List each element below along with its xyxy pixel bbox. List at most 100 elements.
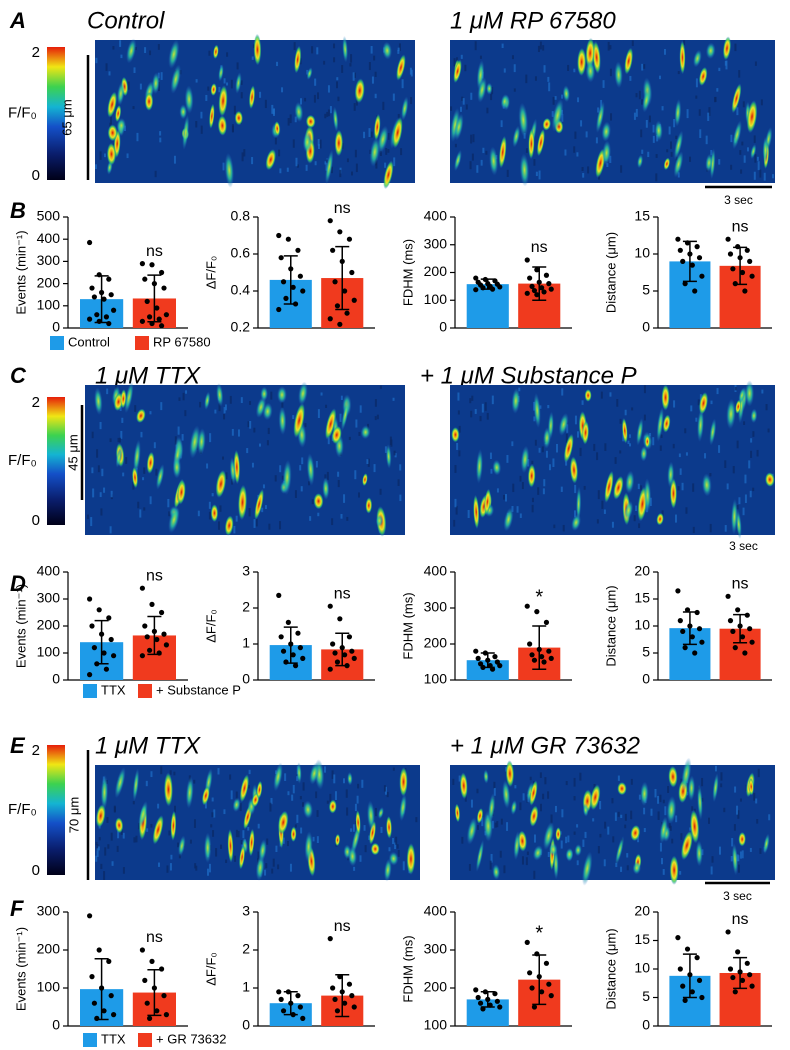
kymograph-noise	[476, 165, 479, 173]
y-tick-label: 0	[52, 319, 60, 335]
data-point	[106, 615, 112, 621]
kymograph-noise	[534, 76, 537, 81]
kymograph-noise	[211, 812, 214, 818]
kymograph-noise	[587, 166, 590, 174]
kymograph-noise	[720, 772, 723, 781]
kymograph-noise	[470, 134, 473, 144]
kymograph-noise	[616, 398, 619, 407]
kymograph-noise	[397, 49, 400, 54]
kymograph-event	[454, 113, 464, 141]
kymograph-noise	[159, 137, 162, 143]
data-point	[744, 612, 750, 618]
data-point	[297, 645, 303, 651]
kymograph-noise	[399, 494, 402, 502]
kymograph-noise	[363, 131, 366, 139]
kymograph-noise	[352, 824, 355, 832]
kymograph-noise	[675, 815, 678, 823]
kymograph-noise	[247, 826, 250, 831]
kymograph-noise	[554, 96, 557, 100]
kymograph-noise	[545, 450, 548, 458]
kymograph-noise	[208, 50, 211, 56]
data-point	[735, 949, 741, 955]
kymograph-noise	[144, 47, 147, 54]
kymograph-noise	[194, 863, 197, 869]
kymograph-noise	[643, 807, 646, 815]
y-tick-label: 0.8	[231, 208, 251, 224]
kymograph-noise	[724, 60, 727, 66]
kymograph-noise	[119, 407, 122, 411]
y-tick-label: 1	[242, 979, 250, 995]
data-point	[89, 285, 95, 291]
data-point	[527, 970, 533, 976]
kymograph-noise	[342, 778, 345, 784]
kymograph-noise	[573, 777, 576, 787]
kymograph-event	[673, 151, 684, 178]
kymograph-noise	[718, 67, 721, 72]
kymograph-noise	[316, 810, 319, 817]
kymograph-noise	[612, 836, 615, 843]
data-point	[687, 972, 693, 978]
kymograph-noise	[610, 113, 613, 121]
y-tick-label: 0	[439, 319, 447, 335]
kymograph-noise	[716, 388, 719, 395]
kymograph-event	[562, 85, 570, 103]
data-point	[489, 666, 496, 672]
kymograph-noise	[620, 866, 623, 872]
kymograph-noise	[275, 845, 278, 853]
kymograph-event	[298, 381, 308, 406]
kymograph-noise	[350, 828, 353, 832]
kymograph-event	[476, 808, 484, 824]
data-point	[689, 262, 695, 268]
y-tick-label: 300	[37, 903, 61, 919]
kymograph-noise	[513, 88, 516, 92]
kymograph-noise	[556, 443, 559, 453]
data-point	[151, 985, 157, 991]
kymograph-noise	[279, 168, 282, 174]
y-tick-label: 100	[424, 291, 448, 307]
kymograph-noise	[230, 790, 233, 800]
kymograph-noise	[768, 814, 771, 821]
kymograph-event	[306, 453, 315, 486]
kymograph-noise	[602, 80, 605, 88]
kymograph-noise	[617, 811, 620, 817]
kymograph-noise	[458, 775, 461, 782]
kymograph-noise	[249, 420, 252, 429]
data-point	[154, 636, 160, 643]
kymograph-noise	[576, 824, 579, 828]
kymograph-noise	[214, 409, 217, 414]
kymograph-noise	[542, 793, 545, 800]
kymograph-noise	[763, 172, 766, 181]
kymograph-event	[454, 149, 462, 172]
kymograph-noise	[458, 450, 461, 457]
kymograph-noise	[295, 157, 298, 167]
kymograph-noise	[294, 824, 297, 828]
kymograph-noise	[617, 775, 620, 781]
kymograph-noise	[491, 395, 494, 405]
kymograph-noise	[467, 509, 470, 519]
data-point	[147, 1015, 153, 1022]
data-point	[337, 229, 343, 235]
kymograph-noise	[333, 57, 336, 63]
kymograph-noise	[327, 85, 330, 93]
kymograph-noise	[116, 845, 119, 852]
kymograph-noise	[637, 835, 640, 843]
data-point	[91, 645, 97, 651]
significance-label: ns	[732, 218, 749, 235]
kymograph-noise	[351, 171, 354, 176]
kymograph-event	[748, 777, 754, 796]
kymograph-noise	[99, 151, 102, 160]
data-point	[539, 654, 545, 660]
kymograph-event	[179, 104, 188, 120]
data-point	[285, 236, 291, 242]
kymograph-noise	[350, 54, 353, 63]
kymograph-noise	[577, 97, 580, 103]
y-tick-label: 5	[642, 988, 650, 1004]
kymograph-event	[189, 425, 201, 459]
data-point	[96, 947, 102, 953]
bar	[466, 284, 509, 328]
kymograph-noise	[579, 772, 582, 781]
y-tick-label: 5	[642, 282, 650, 298]
kymograph-noise	[103, 153, 106, 158]
kymograph-noise	[562, 524, 565, 532]
data-point	[742, 288, 748, 294]
